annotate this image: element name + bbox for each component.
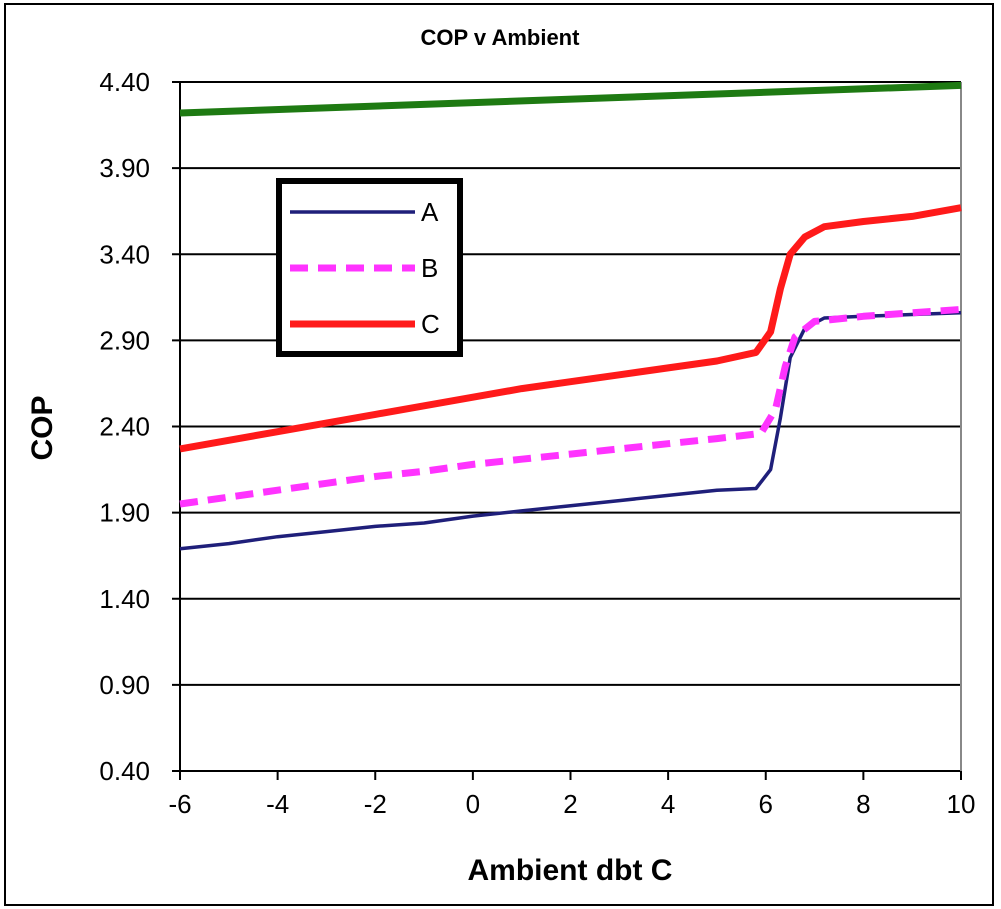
y-tick-label-1: 0.90 [99,670,150,700]
axes [172,81,962,780]
x-tick-label-0: -6 [168,789,191,819]
y-tick-label-3: 1.90 [99,498,150,528]
legend-label-c: C [421,309,440,339]
y-tick-label-7: 3.90 [99,153,150,183]
legend-label-a: A [421,197,439,227]
x-tick-label-7: 8 [856,789,870,819]
x-tick-label-3: 0 [466,789,480,819]
y-tick-label-2: 1.40 [99,584,150,614]
legend: ABC [276,178,463,357]
x-tick-label-4: 2 [563,789,577,819]
chart-title: COP v Ambient [421,25,581,50]
series-line-c [179,204,962,453]
x-tick-label-5: 4 [661,789,675,819]
y-tick-label-8: 4.40 [99,67,150,97]
series-line-unlabeled [179,81,962,117]
y-tick-label-0: 0.40 [99,756,150,786]
x-tick-label-6: 6 [759,789,773,819]
y-tick-label-6: 3.40 [99,239,150,269]
x-tick-label-8: 10 [947,789,976,819]
y-tick-label-5: 2.90 [99,325,150,355]
x-axis-title: Ambient dbt C [468,854,673,887]
x-tick-label-1: -4 [266,789,289,819]
legend-label-b: B [421,253,438,283]
tick-labels: -6 -4 -2 0 2 4 6 8 10 0.40 0.90 1.40 1.90 2.40 2.90 3.4… [99,67,975,819]
series-line-b [179,305,962,508]
chart-frame [4,3,994,906]
y-axis-title: COP [26,395,59,460]
y-tick-label-4: 2.40 [99,412,150,442]
series-group [179,81,962,551]
x-tick-label-2: -2 [364,789,387,819]
